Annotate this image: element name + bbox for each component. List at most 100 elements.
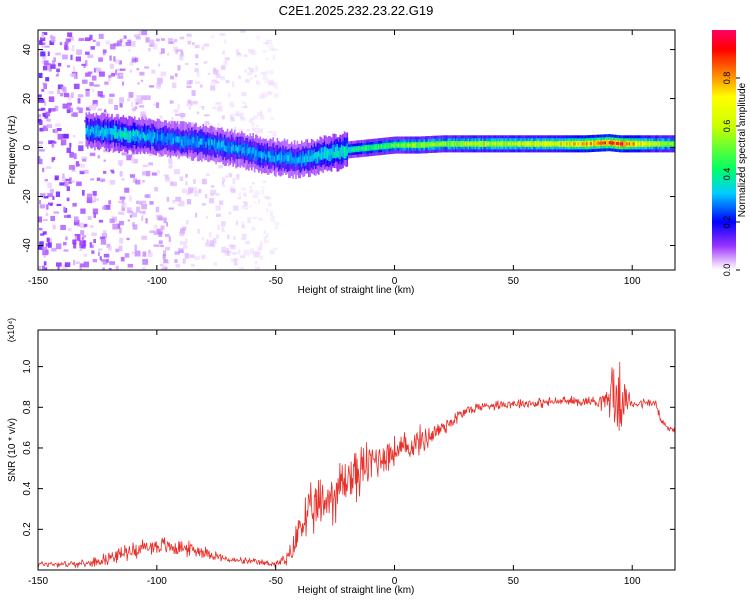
spectrogram-ridge-cell [169,136,172,143]
spectrogram-noise-cell [215,193,220,196]
spectrogram-noise-cell [135,101,139,105]
spectrogram-ridge-cell [366,146,369,150]
spectrogram-noise-cell [210,85,216,91]
spectrogram-noise-cell [228,211,232,215]
spectrogram-noise-cell [167,259,170,264]
spectrogram-ridge-cell [440,142,443,146]
spectrogram-noise-cell [131,157,135,163]
spectrogram-noise-cell [54,128,58,134]
spectrogram-noise-cell [93,67,97,73]
spectrogram-noise-cell [194,256,200,260]
spectrogram-ridge-cell [600,141,602,145]
spectrogram-ridge-cell [577,142,580,146]
spectrogram-noise-cell [272,247,278,251]
spectrogram-ridge-cell [403,143,406,147]
y-tick-label: 0.8 [22,400,33,414]
spectrogram-noise-cell [72,259,75,266]
spectrogram-ridge-cell [262,146,264,159]
spectrogram-ridge-cell [355,147,357,151]
spectrogram-noise-cell [149,39,155,46]
spectrogram-noise-cell [81,237,84,240]
spectrogram-noise-cell [244,202,248,207]
spectrogram-noise-cell [254,251,261,258]
spectrogram-ridge-cell [185,138,187,145]
spectrogram-ridge-cell [101,127,103,134]
spectrogram-ridge-cell [580,142,582,146]
spectrogram-noise-cell [244,103,247,109]
spectrogram-noise-cell [57,84,64,90]
spectrogram-noise-cell [205,242,210,247]
spectrogram-noise-cell [85,51,90,55]
spectrogram-noise-cell [64,92,70,98]
spectrogram-noise-cell [128,195,132,202]
spectrogram-noise-cell [230,258,235,263]
spectrogram-noise-cell [195,81,201,85]
spectrogram-ridge-cell [145,128,147,141]
spectrogram-noise-cell [61,176,66,182]
spectrogram-ridge-cell [427,143,430,147]
spectrogram-noise-cell [147,252,153,258]
spectrogram-noise-cell [89,82,94,87]
spectrogram-noise-cell [48,91,54,95]
spectrogram-noise-cell [102,260,108,265]
spectrogram-ridge-cell [409,143,411,147]
colorbar-tick-label: 0.6 [722,120,732,133]
spectrogram-ridge-cell [593,141,595,145]
spectrogram-noise-cell [76,181,82,187]
spectrogram-noise-cell [104,81,109,85]
spectrogram-noise-cell [38,108,44,111]
spectrogram-ridge-cell [362,146,364,150]
spectrogram-ridge-cell [543,142,545,146]
spectrogram-noise-cell [118,245,123,252]
spectrogram-noise-cell [62,133,68,139]
spectrogram-noise-cell [41,60,46,64]
spectrogram-xlabel: Height of straight line (km) [298,285,415,296]
spectrogram-noise-cell [268,202,272,207]
spectrogram-noise-cell [263,196,270,200]
spectrogram-noise-cell [247,217,251,223]
spectrogram-ridge-cell [611,141,614,145]
spectrogram-noise-cell [136,95,142,101]
spectrogram-noise-cell [148,249,151,254]
spectrogram-noise-cell [249,204,252,208]
spectrogram-noise-cell [185,220,189,225]
spectrogram-noise-cell [39,127,44,132]
spectrogram-ridge-cell [413,143,416,147]
spectrogram-noise-cell [153,43,158,50]
spectrogram-ridge-cell [202,138,205,145]
spectrogram-ridge-cell [175,136,177,143]
spectrogram-ridge-cell [640,142,642,146]
spectrogram-noise-cell [79,247,82,251]
spectrogram-ridge-cell [450,142,453,146]
spectrogram-ridge-cell [325,151,327,159]
spectrogram-noise-cell [176,49,183,52]
spectrogram-noise-cell [38,120,43,125]
spectrogram-ridge-cell [392,143,394,147]
spectrogram-noise-cell [181,115,184,119]
spectrogram-ridge-cell [511,142,514,146]
spectrogram-noise-cell [188,155,192,160]
spectrogram-noise-cell [149,230,155,234]
spectrogram-noise-cell [229,114,233,120]
spectrogram-ridge-cell [320,147,323,160]
spectrogram-noise-cell [38,141,43,145]
spectrogram-noise-cell [42,167,45,173]
spectrogram-noise-cell [80,230,85,236]
spectrogram-ridge-cell [238,145,240,152]
spectrogram-ridge-cell [367,146,370,150]
spectrogram-noise-cell [219,200,224,205]
spectrogram-noise-cell [42,249,48,256]
spectrogram-ridge-cell [119,130,122,138]
spectrogram-noise-cell [77,224,81,227]
spectrogram-ridge-cell [540,142,543,146]
spectrogram-noise-cell [61,86,65,91]
spectrogram-ridge-cell [405,143,407,147]
spectrogram-ridge-cell [467,142,470,146]
spectrogram-noise-cell [227,250,231,256]
spectrogram-ridge-cell [310,155,313,162]
spectrogram-noise-cell [97,67,102,73]
spectrogram-noise-cell [166,196,170,202]
spectrogram-noise-cell [153,244,160,247]
spectrogram-ridge-cell [496,142,498,146]
spectrogram-ridge-cell [557,142,560,146]
